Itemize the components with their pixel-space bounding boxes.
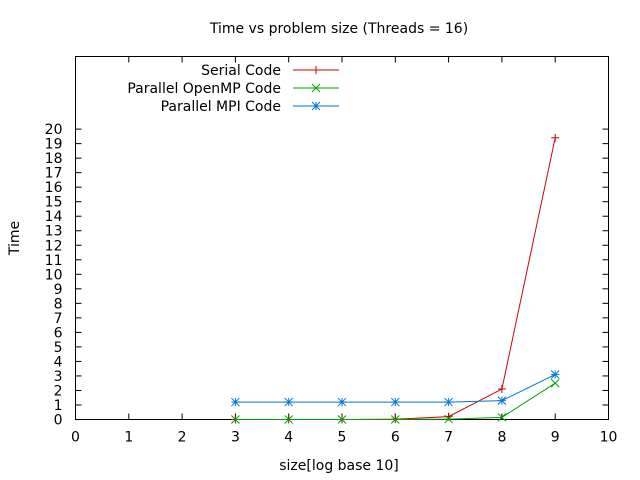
- legend-label-parallel-mpi-code: Parallel MPI Code: [161, 99, 281, 115]
- x-axis-label: size[log base 10]: [279, 458, 399, 474]
- x-tick-label: 10: [600, 430, 618, 446]
- legend-marker-parallel-openmp-code-stroke: [311, 83, 321, 93]
- data-point-parallel-openmp-code: [550, 378, 560, 388]
- y-tick-label: 10: [45, 267, 63, 283]
- x-tick-label: 9: [551, 430, 560, 446]
- data-point-parallel-openmp-code: [497, 412, 507, 422]
- data-point-parallel-openmp-code-stroke: [231, 415, 240, 424]
- x-tick-label: 6: [391, 430, 400, 446]
- data-point-parallel-mpi-code-stroke: [337, 397, 347, 407]
- x-tick-label: 1: [124, 430, 133, 446]
- data-point-parallel-mpi-code-stroke: [444, 397, 453, 407]
- y-axis-label: Time: [7, 221, 23, 256]
- data-point-parallel-mpi-code: [337, 397, 347, 407]
- series-line-parallel-mpi-code: [235, 374, 556, 403]
- y-tick-label: 11: [45, 253, 63, 269]
- y-tick-label: 15: [45, 195, 63, 211]
- x-tick-label: 7: [444, 430, 453, 446]
- x-tick-label: 3: [231, 430, 240, 446]
- y-tick-label: 18: [45, 151, 63, 167]
- x-tick-label: 4: [284, 430, 293, 446]
- data-point-parallel-openmp-code-stroke: [337, 415, 347, 424]
- y-tick-label: 6: [54, 325, 63, 341]
- data-point-parallel-openmp-code: [337, 415, 347, 424]
- data-point-serial-code: [551, 133, 560, 142]
- y-tick-label: 13: [45, 224, 63, 240]
- y-tick-label: 4: [54, 354, 63, 370]
- data-point-parallel-openmp-code-stroke: [497, 412, 507, 422]
- data-point-parallel-openmp-code-stroke: [284, 415, 294, 424]
- data-point-parallel-mpi-code: [550, 370, 560, 379]
- data-point-parallel-openmp-code: [231, 415, 240, 424]
- y-tick-label: 3: [54, 369, 63, 385]
- y-tick-label: 1: [54, 398, 63, 414]
- series-layer: [231, 133, 560, 424]
- data-point-parallel-mpi-code-stroke: [390, 397, 400, 407]
- data-point-parallel-mpi-code-stroke: [550, 370, 560, 379]
- data-point-parallel-openmp-code: [390, 415, 400, 424]
- series-line-serial-code: [235, 137, 556, 420]
- data-point-parallel-openmp-code: [284, 415, 294, 424]
- y-tick-label: 14: [45, 209, 63, 225]
- data-point-parallel-mpi-code-stroke: [231, 397, 240, 407]
- axis-ticks: 0 1 2 3 4 5 6 7 8 9 100123456789101112131415161718…: [45, 56, 618, 446]
- legend-marker-parallel-openmp-code: [311, 83, 321, 93]
- data-point-parallel-mpi-code-stroke: [497, 396, 507, 405]
- data-point-parallel-openmp-code-stroke: [550, 378, 560, 388]
- data-point-parallel-mpi-code: [444, 397, 453, 407]
- legend-label-serial-code: Serial Code: [201, 63, 281, 79]
- x-tick-label: 0: [71, 430, 80, 446]
- data-point-parallel-openmp-code: [444, 414, 453, 424]
- legend-label-parallel-openmp-code: Parallel OpenMP Code: [127, 81, 281, 97]
- data-point-parallel-mpi-code-stroke: [284, 397, 294, 407]
- y-tick-label: 5: [54, 340, 63, 356]
- x-tick-label: 5: [338, 430, 347, 446]
- y-tick-label: 19: [45, 137, 63, 153]
- data-point-parallel-openmp-code-stroke: [444, 414, 453, 424]
- y-tick-label: 7: [54, 311, 63, 327]
- chart-title: Time vs problem size (Threads = 16): [209, 21, 468, 37]
- y-tick-label: 12: [45, 238, 63, 254]
- legend-marker-parallel-mpi-code-stroke: [311, 101, 321, 111]
- y-tick-label: 16: [45, 180, 63, 196]
- data-point-parallel-openmp-code-stroke: [390, 415, 400, 424]
- y-tick-label: 17: [45, 166, 63, 182]
- data-point-parallel-mpi-code: [231, 397, 240, 407]
- legend: Serial Code Parallel OpenMP Code Parallel …: [127, 63, 339, 115]
- y-tick-label: 2: [54, 383, 63, 399]
- legend-marker-parallel-mpi-code: [311, 101, 321, 111]
- x-tick-label: 2: [178, 430, 187, 446]
- y-tick-label: 9: [54, 282, 63, 298]
- y-tick-label: 20: [45, 122, 63, 138]
- y-tick-label: 0: [54, 413, 63, 429]
- plot-frame: [75, 56, 609, 420]
- data-point-parallel-mpi-code: [390, 397, 400, 407]
- legend-marker-serial-code: [312, 66, 320, 74]
- x-tick-label: 8: [497, 430, 506, 446]
- data-point-parallel-mpi-code: [284, 397, 294, 407]
- data-point-serial-code: [497, 385, 506, 394]
- data-point-parallel-mpi-code: [497, 396, 507, 405]
- y-tick-label: 8: [54, 296, 63, 312]
